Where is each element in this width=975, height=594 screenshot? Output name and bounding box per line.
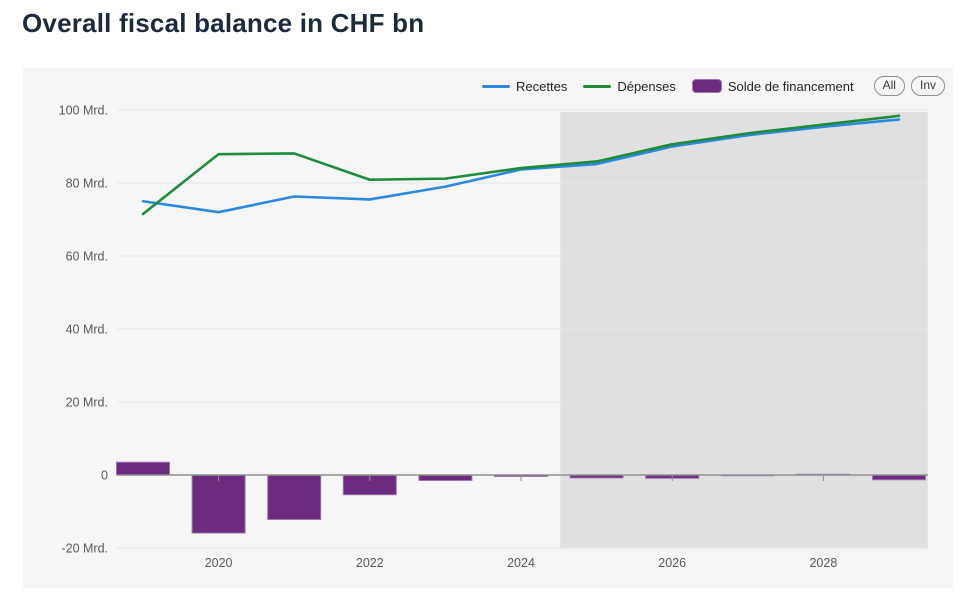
legend-label-recettes: Recettes: [516, 78, 568, 94]
x-axis-label: 2022: [356, 556, 384, 570]
legend-item-depenses[interactable]: Dépenses: [583, 79, 676, 94]
depenses-line-swatch-icon: [583, 84, 612, 88]
y-axis-label: 40 Mrd.: [66, 323, 108, 337]
all-button[interactable]: All: [873, 76, 905, 96]
y-axis-label: 0: [101, 469, 108, 483]
series-line-recettes: [141, 118, 901, 214]
x-axis-label: 2024: [507, 556, 535, 570]
legend-label-depenses: Dépenses: [617, 78, 676, 94]
solde-bar: [116, 461, 170, 476]
page-title: Overall fiscal balance in CHF bn: [22, 8, 425, 38]
y-axis-label: 100 Mrd.: [59, 104, 108, 118]
forecast-band: [560, 112, 928, 548]
x-axis-label: 2026: [658, 556, 686, 570]
recettes-line-swatch-icon: [482, 84, 511, 88]
chart-panel: Recettes Dépenses Solde de financement A…: [23, 68, 953, 588]
solde-bar: [418, 474, 473, 481]
legend-buttons: All Inv: [873, 76, 945, 96]
solde-bar: [872, 474, 926, 481]
inv-button[interactable]: Inv: [910, 76, 945, 96]
solde-bar: [267, 474, 322, 521]
legend-item-recettes[interactable]: Recettes: [482, 79, 567, 94]
chart-canvas: 100 Mrd. 80 Mrd. 60 Mrd. 40 Mrd. 20 Mrd. 0 -20…: [59, 104, 928, 570]
legend-item-solde[interactable]: Solde de financement: [691, 78, 854, 94]
chart-legend: Recettes Dépenses Solde de financement A…: [482, 74, 945, 98]
solde-box-swatch-icon: [691, 79, 722, 93]
x-axis-label: 2020: [205, 556, 233, 570]
y-axis-label: 60 Mrd.: [66, 250, 108, 264]
series-line-depenses: [141, 114, 901, 216]
y-axis-label: 80 Mrd.: [66, 177, 108, 191]
solde-bar: [191, 474, 246, 534]
legend-label-solde: Solde de financement: [727, 78, 854, 94]
x-axis-label: 2028: [809, 556, 837, 570]
y-axis-label: 20 Mrd.: [66, 396, 108, 410]
y-axis-label: -20 Mrd.: [61, 542, 108, 556]
